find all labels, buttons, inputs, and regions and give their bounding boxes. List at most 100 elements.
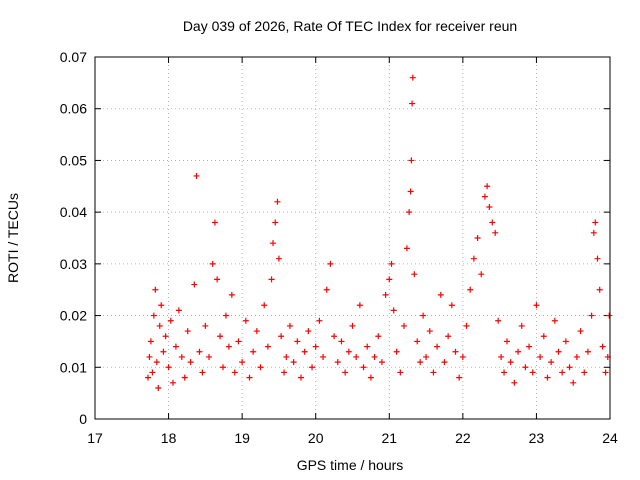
data-point: [162, 333, 169, 340]
x-tick-label: 20: [308, 430, 324, 446]
data-point: [144, 374, 151, 381]
data-point: [250, 348, 257, 355]
data-point: [511, 379, 518, 386]
data-point: [367, 374, 374, 381]
data-point: [548, 359, 555, 366]
data-point: [584, 348, 591, 355]
data-point: [401, 322, 407, 329]
data-point: [486, 203, 493, 210]
data-point: [202, 322, 209, 329]
data-point: [426, 328, 433, 335]
data-points: [144, 74, 613, 391]
x-tick-label: 17: [87, 430, 103, 446]
data-point: [599, 343, 606, 350]
data-point: [187, 359, 194, 366]
data-point: [172, 343, 179, 350]
data-point: [150, 312, 157, 319]
data-point: [169, 379, 176, 386]
x-tick-label: 18: [161, 430, 177, 446]
data-point: [382, 291, 389, 298]
grid: [95, 57, 610, 419]
data-point: [278, 333, 285, 340]
data-point: [540, 333, 547, 340]
data-point: [275, 255, 282, 262]
data-point: [420, 312, 427, 319]
data-point: [294, 338, 301, 345]
data-point: [470, 255, 477, 262]
data-point: [478, 271, 485, 278]
data-point: [264, 343, 271, 350]
y-axis-label: ROTI / TECUs: [5, 193, 21, 283]
data-point: [573, 353, 580, 360]
data-point: [152, 286, 159, 293]
data-point: [178, 353, 185, 360]
data-point: [206, 353, 213, 360]
data-point: [501, 369, 508, 376]
data-point: [407, 188, 414, 195]
data-point: [594, 255, 601, 262]
data-point: [181, 374, 188, 381]
data-point: [452, 348, 459, 355]
data-point: [225, 343, 232, 350]
data-point: [456, 374, 463, 381]
data-point: [211, 219, 218, 226]
data-point: [356, 302, 363, 309]
data-point: [570, 379, 577, 386]
y-tick-label: 0.05: [60, 152, 87, 168]
x-tick-label: 19: [234, 430, 250, 446]
data-point: [199, 369, 206, 376]
data-point: [403, 245, 410, 252]
data-point: [489, 219, 496, 226]
data-point: [529, 369, 536, 376]
data-point: [153, 359, 160, 366]
data-point: [331, 333, 338, 340]
data-point: [242, 317, 249, 324]
data-point: [338, 338, 345, 345]
data-point: [301, 348, 308, 355]
data-point: [334, 359, 341, 366]
data-point: [193, 172, 200, 179]
data-point: [495, 317, 502, 324]
data-point: [592, 219, 599, 226]
data-point: [581, 369, 588, 376]
data-point: [261, 302, 268, 309]
plot-frame: [94, 56, 611, 420]
data-point: [228, 291, 235, 298]
data-point: [191, 281, 198, 288]
data-point: [360, 364, 367, 371]
data-point: [481, 193, 488, 200]
data-point: [507, 359, 514, 366]
axis-ticks: 17 18 19 20 21 22 23 24 0 0.01 0.02 0.03 0.04 0.05 0.0…: [60, 49, 618, 446]
data-point: [606, 312, 613, 319]
data-point: [283, 353, 290, 360]
x-tick-label: 21: [381, 430, 397, 446]
data-point: [270, 240, 277, 247]
y-tick-label: 0.07: [60, 49, 87, 65]
data-point: [217, 333, 224, 340]
data-point: [590, 229, 597, 236]
data-point: [414, 338, 421, 345]
data-point: [353, 353, 360, 360]
data-point: [175, 307, 182, 314]
data-point: [544, 374, 551, 381]
data-point: [474, 235, 481, 241]
y-tick-label: 0.03: [60, 256, 87, 272]
data-point: [417, 359, 424, 366]
data-point: [515, 348, 522, 355]
data-point: [371, 353, 378, 360]
data-point: [146, 353, 153, 360]
data-point: [588, 312, 595, 319]
data-point: [220, 364, 227, 371]
data-point: [274, 198, 281, 205]
y-tick-label: 0: [79, 411, 87, 427]
data-point: [463, 322, 470, 329]
data-point: [156, 322, 163, 329]
data-point: [411, 271, 418, 278]
data-point: [364, 343, 371, 350]
data-point: [298, 374, 304, 381]
data-point: [160, 348, 167, 355]
data-point: [522, 364, 529, 371]
data-point: [577, 328, 584, 335]
data-point: [537, 353, 544, 360]
data-point: [467, 286, 474, 293]
